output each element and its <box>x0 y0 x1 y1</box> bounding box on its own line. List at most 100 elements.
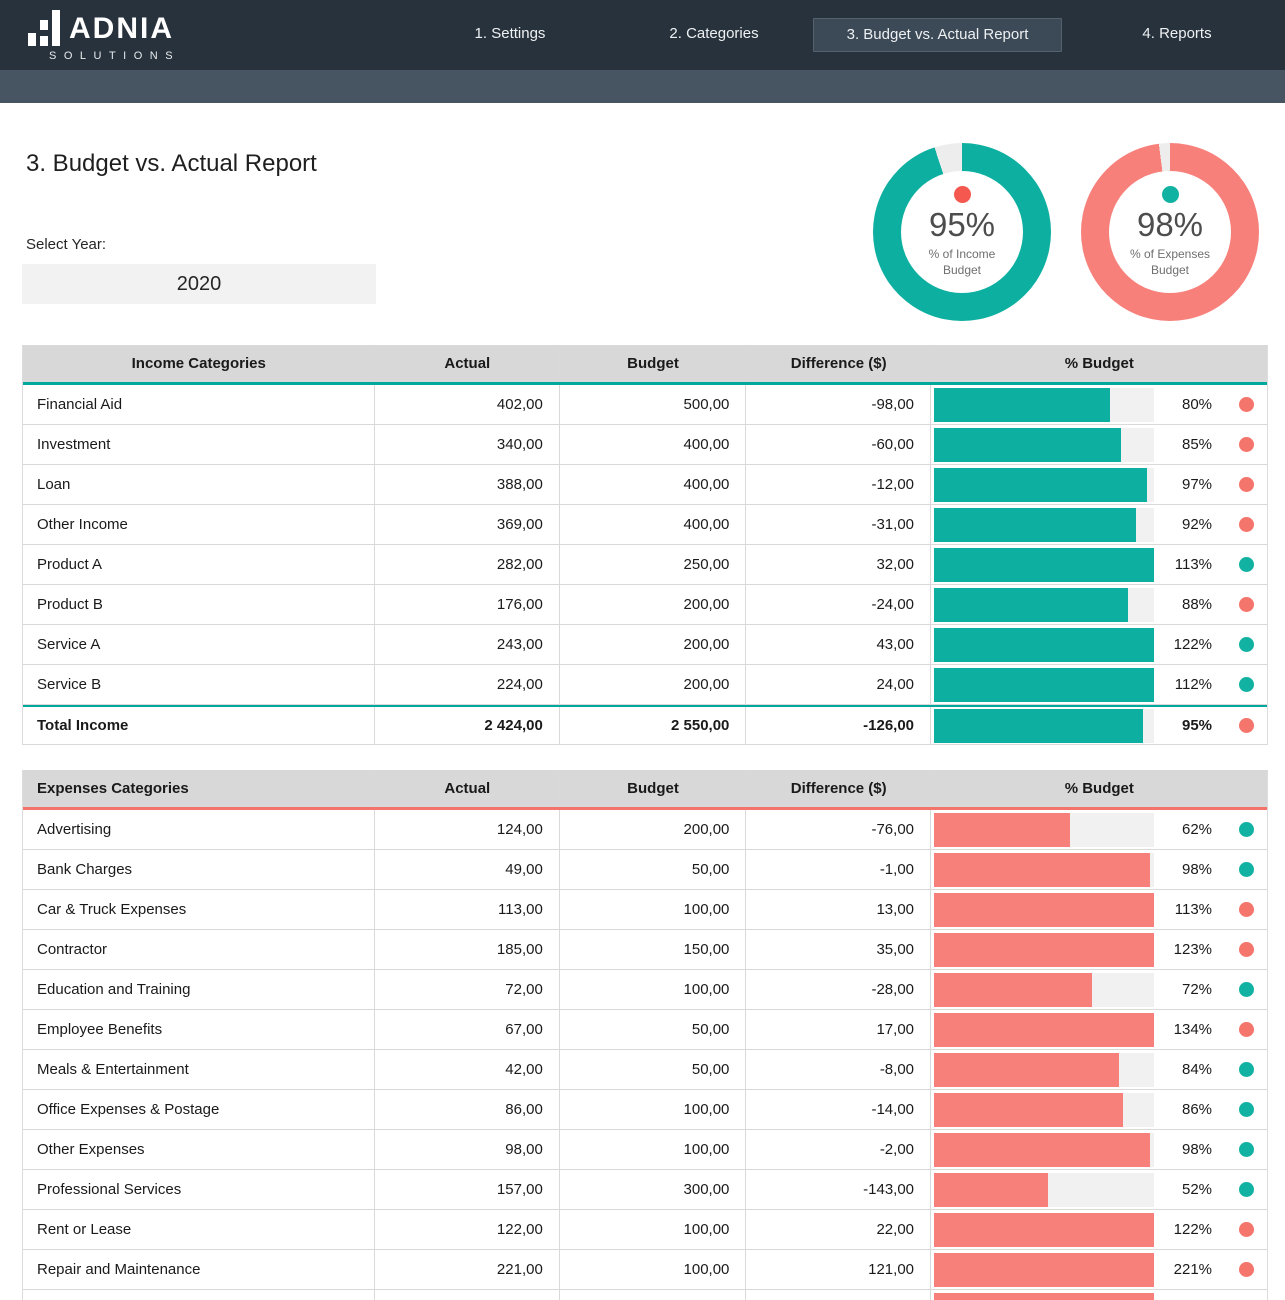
table-row: Professional Services 157,00 300,00 -143,00… <box>23 1170 1267 1210</box>
donut-ring: 95%% of Income Budget <box>873 143 1051 321</box>
status-dot-icon <box>1239 517 1255 532</box>
pct-budget-cell: 134% <box>931 1010 1267 1049</box>
actual-cell: 176,00 <box>375 585 560 624</box>
budget-cell: Budget <box>560 345 747 382</box>
pct-budget-cell: 122% <box>931 1210 1267 1249</box>
status-dot-cell <box>1226 942 1267 957</box>
table-row: Bank Charges 49,00 50,00 -1,00 98% <box>23 850 1267 890</box>
status-dot-cell <box>1226 902 1267 917</box>
percent-value: 88% <box>1181 596 1213 613</box>
actual-cell: 67,00 <box>375 1010 560 1049</box>
pct-budget-header-cell: % Budget <box>1064 780 1134 797</box>
actual-cell: 402,00 <box>375 385 560 424</box>
difference-cell: -143,00 <box>746 1170 932 1209</box>
status-dot-cell <box>1226 637 1267 652</box>
status-dot-icon <box>1239 677 1255 692</box>
percent-bar-track <box>934 972 1155 1007</box>
percent-bar <box>934 1292 1155 1300</box>
budget-cell: 100,00 <box>560 1250 747 1289</box>
budget-cell: 2 550,00 <box>560 707 747 744</box>
nav-accent-strip <box>0 70 1285 103</box>
status-dot-cell <box>1226 477 1267 492</box>
status-dot-cell <box>1226 1062 1267 1077</box>
donut-gauge-expenses: 98%% of Expenses Budget <box>1081 143 1259 321</box>
percent-bar-track <box>934 507 1155 542</box>
status-dot-icon <box>1239 397 1255 412</box>
logo-subtitle: SOLUTIONS <box>49 50 181 62</box>
percent-value: 92% <box>1181 516 1213 533</box>
difference-cell: 22,00 <box>746 1210 932 1249</box>
difference-cell: 32,00 <box>746 545 932 584</box>
actual-cell: 282,00 <box>375 545 560 584</box>
category-cell: Bank Charges <box>23 850 376 889</box>
actual-cell: 42,00 <box>375 1050 560 1089</box>
category-cell: Product B <box>23 585 376 624</box>
category-cell <box>23 1290 376 1300</box>
percent-bar <box>934 1012 1155 1047</box>
percent-bar <box>934 667 1155 702</box>
percent-value: 95% <box>1181 717 1213 734</box>
status-dot-icon <box>1239 862 1255 877</box>
logo-brand-text: ADNIA <box>69 12 174 45</box>
table-row: Advertising 124,00 200,00 -76,00 62% <box>23 810 1267 850</box>
nav-tab-4[interactable]: 4. Reports <box>1142 25 1212 42</box>
percent-bar-track <box>934 1172 1155 1207</box>
percent-bar <box>934 387 1111 422</box>
difference-cell: -12,00 <box>746 465 932 504</box>
percent-value: 122% <box>1173 1221 1213 1238</box>
difference-cell: -126,00 <box>746 707 932 744</box>
percent-bar-track <box>934 892 1155 927</box>
budget-cell: 50,00 <box>560 850 747 889</box>
budget-cell: 200,00 <box>560 625 747 664</box>
percent-bar <box>934 972 1093 1007</box>
category-cell: Income Categories <box>23 345 376 382</box>
budget-cell: 50,00 <box>560 1010 747 1049</box>
nav-tab-2[interactable]: 2. Categories <box>669 25 759 42</box>
status-dot-cell <box>1226 1022 1267 1037</box>
percent-value: 97% <box>1181 476 1213 493</box>
pct-budget-cell: 72% <box>931 970 1267 1009</box>
percent-bar <box>934 427 1122 462</box>
table-row: Loan 388,00 400,00 -12,00 97% <box>23 465 1267 505</box>
category-cell: Investment <box>23 425 376 464</box>
percent-value: 72% <box>1181 981 1213 998</box>
status-dot-cell <box>1226 1182 1267 1197</box>
percent-bar <box>934 1092 1124 1127</box>
nav-tab-3[interactable]: 3. Budget vs. Actual Report <box>813 18 1062 52</box>
status-dot-icon <box>1239 1022 1255 1037</box>
category-cell: Other Income <box>23 505 376 544</box>
percent-value: 52% <box>1181 1181 1213 1198</box>
status-dot-cell <box>1226 1262 1267 1277</box>
pct-budget-cell: 95% <box>931 707 1267 744</box>
actual-cell: 243,00 <box>375 625 560 664</box>
status-dot-cell <box>1226 982 1267 997</box>
percent-bar-track <box>934 427 1155 462</box>
status-dot-icon <box>1239 942 1255 957</box>
actual-cell: 157,00 <box>375 1170 560 1209</box>
percent-bar <box>934 1252 1155 1287</box>
year-select[interactable]: 2020 <box>22 264 376 304</box>
percent-value: 112% <box>1174 676 1213 693</box>
table-row: Other Expenses 98,00 100,00 -2,00 98% <box>23 1130 1267 1170</box>
budget-cell: Budget <box>560 770 747 807</box>
difference-cell: 35,00 <box>746 930 932 969</box>
category-cell: Contractor <box>23 930 376 969</box>
table-row: Product A 282,00 250,00 32,00 113% <box>23 545 1267 585</box>
difference-cell: -28,00 <box>746 970 932 1009</box>
donut-center: 98%% of Expenses Budget <box>1109 171 1231 293</box>
percent-bar-track <box>934 1252 1155 1287</box>
donut-center: 95%% of Income Budget <box>901 171 1023 293</box>
legend-dot-icon <box>1161 185 1179 203</box>
percent-bar <box>934 892 1155 927</box>
table-row: Office Expenses & Postage 86,00 100,00 -14,… <box>23 1090 1267 1130</box>
category-cell: Loan <box>23 465 376 504</box>
difference-cell: -24,00 <box>746 585 932 624</box>
status-dot-icon <box>1239 597 1255 612</box>
budget-cell: 200,00 <box>560 585 747 624</box>
table-row: Employee Benefits 67,00 50,00 17,00 134% <box>23 1010 1267 1050</box>
difference-cell: -98,00 <box>746 385 932 424</box>
difference-cell: Difference ($) <box>747 770 932 807</box>
nav-tab-1[interactable]: 1. Settings <box>474 25 546 42</box>
pct-budget-cell: 112% <box>931 665 1267 704</box>
status-dot-icon <box>1239 477 1255 492</box>
